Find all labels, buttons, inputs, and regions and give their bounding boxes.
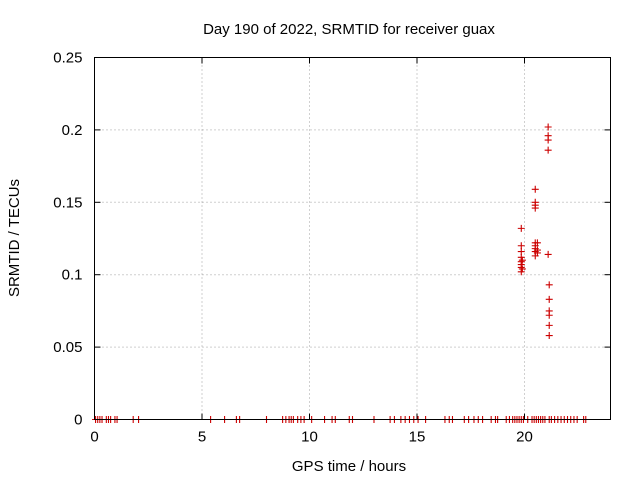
data-point-marker <box>518 265 526 273</box>
data-point-marker <box>545 321 553 329</box>
data-point-marker <box>517 268 525 276</box>
x-tick-label: 5 <box>198 429 206 446</box>
data-point-marker <box>531 185 539 193</box>
data-point-marker <box>544 146 552 154</box>
data-point-marker <box>544 136 552 144</box>
tick-layer: 0 5 10 15 20 0 0.05 0.1 0.15 0.2 0.25 <box>53 50 611 446</box>
data-point-marker <box>545 281 553 289</box>
y-tick-label: 0.05 <box>53 339 82 356</box>
data-point-marker <box>545 332 553 340</box>
data-point-marker <box>544 250 552 258</box>
data-point-marker <box>544 123 552 131</box>
chart-title: Day 190 of 2022, SRMTID for receiver gua… <box>203 21 495 38</box>
x-tick-label: 10 <box>301 429 318 446</box>
grid-layer <box>94 57 611 420</box>
x-tick-label: 0 <box>90 429 98 446</box>
x-tick-label: 15 <box>409 429 426 446</box>
data-point-marker <box>533 249 541 257</box>
y-tick-label: 0.1 <box>62 267 83 284</box>
data-point-marker <box>518 256 526 264</box>
plot-frame <box>94 57 611 420</box>
y-axis-label: SRMTID / TECUs <box>6 179 23 297</box>
data-point-marker <box>545 295 553 303</box>
y-tick-label: 0.25 <box>53 50 82 67</box>
data-point-marker <box>517 224 525 232</box>
data-point-marker <box>531 204 539 212</box>
point-layer <box>92 123 590 423</box>
x-axis-label: GPS time / hours <box>292 458 406 475</box>
data-point-marker <box>545 311 553 319</box>
y-tick-label: 0.15 <box>53 194 82 211</box>
x-tick-label: 20 <box>516 429 533 446</box>
y-tick-label: 0.2 <box>62 122 83 139</box>
y-tick-label: 0 <box>74 412 82 429</box>
data-point-marker <box>533 239 541 247</box>
